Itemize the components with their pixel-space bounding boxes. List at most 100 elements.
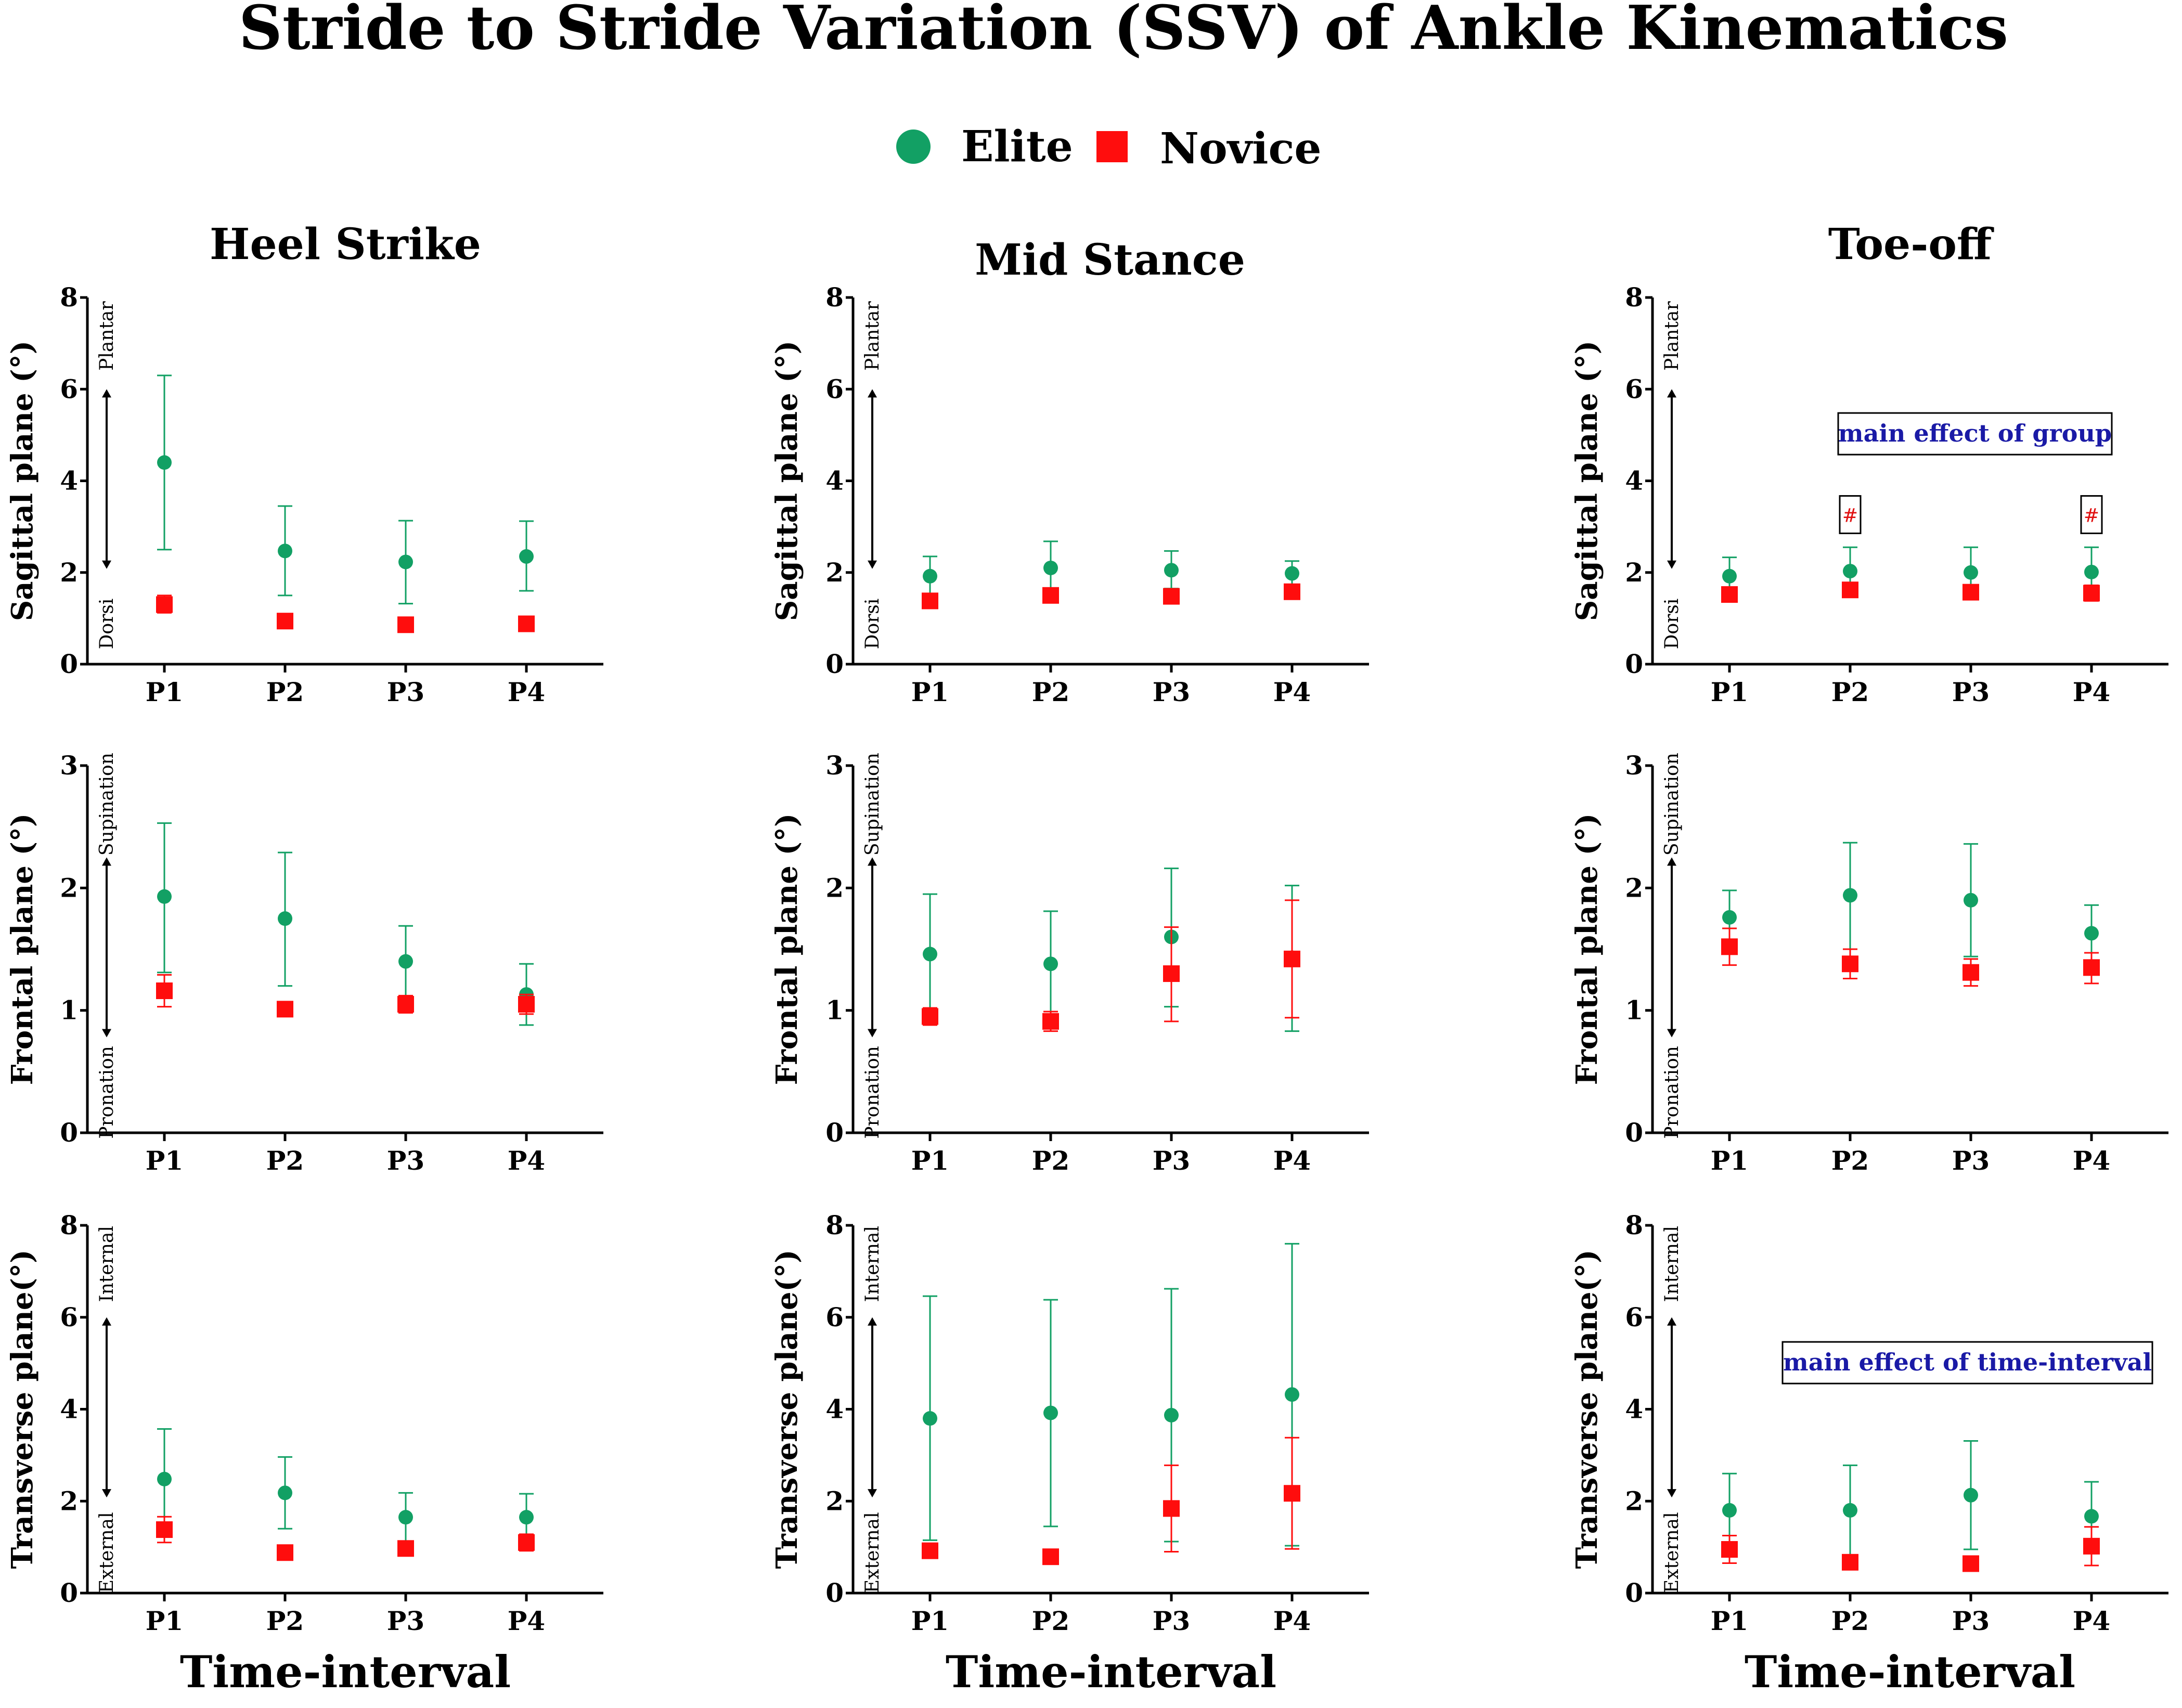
y-tick-label: 2 [1625,557,1643,588]
direction-arrow-down-icon [102,1029,111,1038]
x-tick-label: P1 [146,1606,183,1636]
novice-point [156,596,173,613]
novice-point [518,1534,535,1551]
y-tick-label: 8 [1625,1210,1643,1240]
direction-label-top: Plantar [1661,301,1683,370]
y-tick-label: 2 [1625,872,1643,903]
y-tick-label: 6 [1625,1302,1643,1332]
y-tick-label: 1 [60,995,78,1026]
x-axis-label-toe-off: Time-interval [1745,1646,2075,1698]
panel-r0-c0: 0 2 4 6 8 P1 P2 P3 P4 Sagittal plane (°) Plantar Do… [5,282,603,707]
elite-point [519,1510,534,1525]
x-tick-label: P4 [1273,1606,1311,1636]
x-tick-label: P1 [1711,677,1748,707]
y-tick-label: 4 [60,1394,78,1425]
y-tick-label: 6 [1625,373,1643,404]
x-tick-label: P3 [387,1145,424,1176]
novice-point [1721,1541,1738,1558]
x-tick-label: P2 [266,1145,304,1176]
y-tick-label: 4 [825,1394,844,1425]
annotation-text: main effect of time-interval [1783,1348,2152,1376]
x-tick-label: P2 [1032,677,1069,707]
x-tick-label: P2 [1831,1606,1869,1636]
direction-label-top: Supination [862,753,883,856]
novice-point [397,995,414,1013]
direction-arrow-up-icon [1667,1317,1676,1326]
direction-arrow-up-icon [868,857,877,866]
novice-point [1721,586,1738,603]
y-axis-label: Frontal plane (°) [1570,813,1604,1085]
column-title-mid-stance: Mid Stance [975,235,1245,285]
x-tick-label: P4 [2073,1145,2110,1176]
novice-point [2083,959,2100,976]
y-tick-label: 2 [1625,1485,1643,1516]
y-tick-label: 0 [1625,649,1643,679]
novice-point [156,982,173,1000]
direction-label-bottom: Dorsi [1661,599,1683,650]
elite-point [1722,910,1737,925]
y-tick-label: 8 [60,1210,78,1240]
direction-arrow-down-icon [102,1489,111,1498]
x-tick-label: P4 [1273,677,1311,707]
y-tick-label: 8 [825,282,844,313]
x-tick-label: P4 [508,1145,545,1176]
y-tick-label: 2 [825,872,844,903]
novice-point [1962,584,1979,601]
figure-title: Stride to Stride Variation (SSV) of Ankl… [239,0,2008,63]
elite-point [1964,565,1978,580]
novice-point [2083,1537,2100,1555]
elite-point [1285,566,1299,581]
direction-arrow-up-icon [102,389,111,398]
legend-elite-marker [896,130,931,164]
x-tick-label: P3 [1153,1606,1190,1636]
direction-arrow-up-icon [102,857,111,866]
y-tick-label: 4 [60,465,78,496]
legend-novice-marker [1096,131,1128,162]
novice-point [1163,965,1180,982]
elite-point [1843,564,1857,579]
direction-arrow-up-icon [868,389,877,398]
y-tick-label: 4 [1625,465,1643,496]
elite-point [1043,560,1058,575]
novice-point [1042,1548,1059,1565]
novice-point [156,1521,173,1538]
y-tick-label: 6 [825,1302,844,1332]
direction-label-top: Plantar [862,301,883,370]
x-tick-label: P3 [387,1606,424,1636]
panel-r0-c1: 0 2 4 6 8 P1 P2 P3 P4 Sagittal plane (°) Plantar Do… [770,282,1369,707]
direction-arrow-down-icon [868,1489,877,1498]
x-tick-label: P3 [387,677,424,707]
novice-point [922,1008,938,1025]
x-tick-label: P1 [911,1606,949,1636]
direction-arrow-down-icon [1667,1029,1676,1038]
direction-arrow-down-icon [868,1029,877,1038]
novice-point [2083,585,2100,602]
column-title-toe-off: Toe-off [1828,219,1994,269]
annotation-text: main effect of group [1838,419,2112,447]
novice-point [1842,1554,1858,1571]
column-title-heel-strike: Heel Strike [210,219,481,269]
elite-point [519,549,534,564]
x-tick-label: P3 [1153,1145,1190,1176]
direction-label-bottom: Pronation [1661,1046,1683,1139]
x-tick-label: P4 [508,1606,545,1636]
novice-point [1842,581,1858,599]
y-axis-label: Sagittal plane (°) [770,341,804,622]
legend-elite-label: Elite [961,122,1073,172]
elite-point [278,1485,292,1500]
panel-r0-c2: 0 2 4 6 8 P1 P2 P3 P4 Sagittal plane (°) Plantar Do… [1570,282,2168,707]
y-tick-label: 0 [60,1117,78,1148]
elite-point [278,911,292,926]
direction-arrow-up-icon [1667,389,1676,398]
x-tick-label: P4 [2073,677,2110,707]
x-tick-label: P2 [266,1606,304,1636]
annotation-box [1781,1341,2153,1384]
x-tick-label: P1 [146,1145,183,1176]
novice-point [1163,588,1180,605]
direction-label-top: Supination [1661,753,1683,856]
y-tick-label: 2 [60,1485,78,1516]
elite-point [2084,926,2099,941]
direction-label-bottom: External [96,1512,118,1593]
x-tick-label: P1 [911,1145,949,1176]
